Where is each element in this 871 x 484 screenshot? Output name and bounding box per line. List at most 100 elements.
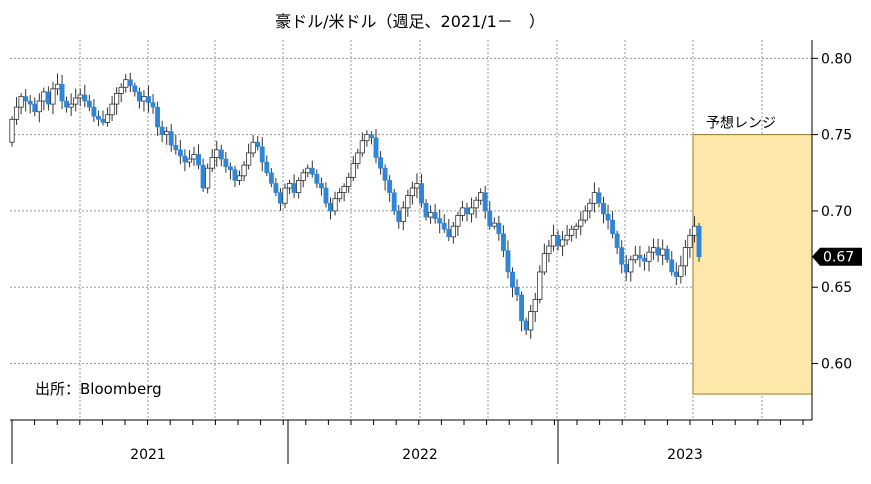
candle bbox=[696, 223, 702, 262]
candle bbox=[450, 222, 456, 244]
grid-lines bbox=[10, 40, 812, 420]
candle bbox=[496, 215, 502, 241]
x-year-label: 2023 bbox=[667, 447, 703, 463]
candle-body bbox=[200, 164, 206, 189]
x-axis: 2021 2022 2023 bbox=[10, 419, 812, 464]
candle bbox=[241, 161, 247, 182]
candle bbox=[259, 137, 265, 172]
candle-body bbox=[318, 183, 324, 189]
candle-body bbox=[328, 203, 333, 212]
y-tick-label: 0.80 bbox=[821, 51, 852, 67]
candle bbox=[123, 74, 129, 93]
candle-body bbox=[264, 161, 270, 174]
candle bbox=[227, 162, 233, 180]
candle-body bbox=[482, 192, 488, 212]
candle-body bbox=[682, 247, 689, 267]
candle-body bbox=[300, 172, 306, 181]
candle-body bbox=[655, 247, 661, 256]
candle-body bbox=[132, 85, 138, 93]
candle-body bbox=[205, 167, 211, 189]
candle-body bbox=[614, 233, 620, 248]
candle-body bbox=[519, 294, 525, 322]
candle-body bbox=[104, 114, 111, 123]
candle-body bbox=[96, 116, 101, 120]
candle-body bbox=[596, 192, 602, 204]
candle bbox=[264, 155, 270, 176]
candle bbox=[296, 177, 302, 199]
candle-body bbox=[664, 248, 670, 261]
candle bbox=[478, 188, 484, 205]
candle-body bbox=[391, 192, 397, 212]
candle-body bbox=[309, 167, 315, 175]
forecast-band: 予想レンジ bbox=[692, 116, 813, 395]
candle-body bbox=[355, 152, 361, 165]
candle bbox=[587, 198, 593, 219]
candle-body bbox=[136, 91, 142, 102]
candle-body bbox=[405, 195, 411, 209]
candle bbox=[650, 238, 657, 260]
candle bbox=[446, 219, 452, 242]
candle bbox=[546, 239, 552, 263]
candle-body bbox=[227, 166, 233, 170]
candle bbox=[491, 217, 497, 230]
candle-body bbox=[514, 286, 520, 296]
candle-body bbox=[186, 158, 193, 163]
candle-body bbox=[387, 180, 393, 193]
candle bbox=[54, 73, 61, 96]
x-year-label: 2021 bbox=[130, 447, 166, 463]
candle-body bbox=[578, 219, 584, 227]
candle-body bbox=[455, 215, 461, 227]
candle bbox=[255, 136, 261, 151]
candle-body bbox=[268, 172, 274, 184]
candle bbox=[250, 134, 256, 158]
candle bbox=[291, 174, 297, 199]
candle-body bbox=[673, 271, 679, 277]
current-value-label: 0.67 bbox=[823, 250, 854, 266]
candle-body bbox=[9, 118, 15, 143]
candle-body bbox=[637, 254, 643, 259]
candle-body bbox=[323, 187, 329, 204]
candle bbox=[414, 173, 420, 199]
candle bbox=[127, 72, 133, 93]
candle-body bbox=[669, 259, 675, 273]
candle-body bbox=[150, 102, 156, 108]
candle bbox=[9, 116, 15, 147]
forecast-range-label: 予想レンジ bbox=[706, 116, 776, 132]
candle-body bbox=[191, 154, 197, 160]
candle-body bbox=[13, 106, 20, 120]
forecast-range-rect bbox=[692, 134, 813, 395]
candle bbox=[519, 291, 525, 332]
candle bbox=[146, 85, 151, 113]
candle bbox=[660, 239, 666, 266]
candle-body bbox=[18, 96, 24, 108]
candle-body bbox=[336, 192, 343, 200]
candle bbox=[232, 165, 238, 188]
candle-body bbox=[473, 199, 479, 209]
candle bbox=[136, 87, 142, 109]
candle bbox=[537, 265, 543, 304]
candle-body bbox=[364, 134, 370, 142]
candle bbox=[273, 178, 279, 197]
candle-body bbox=[250, 141, 256, 154]
candle-body bbox=[450, 225, 456, 238]
candle-body bbox=[245, 152, 252, 166]
candle bbox=[346, 172, 352, 193]
candle bbox=[573, 223, 579, 239]
candle-body bbox=[341, 186, 347, 194]
candle-series bbox=[9, 72, 702, 339]
candle-body bbox=[432, 212, 438, 219]
candle-body bbox=[427, 212, 434, 218]
candle-body bbox=[528, 311, 534, 331]
candle bbox=[114, 87, 120, 115]
candle-body bbox=[196, 154, 202, 166]
candle-body bbox=[587, 202, 593, 212]
candle-body bbox=[687, 234, 693, 248]
candle bbox=[482, 185, 488, 219]
candle bbox=[209, 149, 215, 173]
candle bbox=[578, 211, 584, 236]
candle-body bbox=[378, 157, 384, 169]
candle bbox=[350, 156, 356, 182]
candle-body bbox=[41, 91, 47, 102]
candle bbox=[305, 164, 311, 178]
candle-body bbox=[159, 126, 165, 135]
